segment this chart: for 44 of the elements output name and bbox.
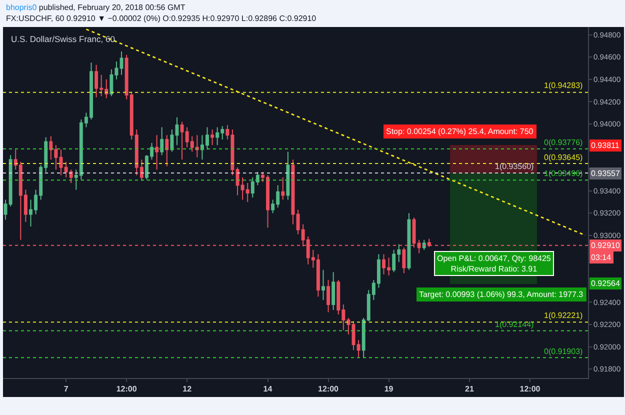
annotation: 0.93811 [591,141,620,150]
ref-line-label: 0(0.93645) [544,153,584,162]
candlestick [210,129,214,146]
candlestick [332,272,336,311]
candlestick [407,212,411,270]
candlestick [175,116,179,146]
x-tick-label: 7 [64,384,69,394]
candlestick [286,151,290,200]
candlestick [165,134,169,167]
x-tick-label: 14 [263,384,273,394]
chart-subtitle: FX:USDCHF, 60 0.92910 ▼ −0.00002 (0%) O:0.92935 H:0.92970 L:0.92896 C:0.92910 [6,14,317,23]
x-tick-label: 12 [182,384,192,394]
candlestick [170,129,174,152]
annotation: Open P&L: 0.00647, Qty: 98425 Risk/Reward Ratio: 3.91 [437,254,552,274]
text: bhopris0 published, February 20, 2018 00:56 GMT [6,3,186,12]
x-tick-label: 19 [384,384,394,394]
band-label: Target: 0.00993 (1.06%) 99.3, Amount: 1977.3 [419,290,584,299]
text: 03:14 [591,253,612,262]
x-tick-label: 12:00 [318,384,340,394]
annotation: 0.93557 [591,169,620,178]
ref-line-label: 1(0.92221) [544,311,584,320]
annotation: 0.92564 [591,279,620,288]
ref-line-label: 1(0.93496) [544,169,584,178]
candlestick [322,269,325,300]
candlestick [59,149,63,176]
x-tick-label: 12:00 [116,384,138,394]
candlestick [155,134,159,170]
candlestick [402,247,406,274]
candlestick [326,279,330,313]
candlestick [356,340,360,358]
ref-line-label: 1(0.94283) [544,81,584,90]
ref-line-label: 1(0.92144) [495,320,534,329]
ref-line-label: 0(0.91903) [544,347,584,356]
x-tick-label: 21 [465,384,474,394]
ref-line-label: 0(0.93776) [544,138,584,147]
candlestick [120,51,124,76]
candlestick [281,176,285,200]
ref-line-label: 0.92910 [591,241,620,250]
band-label: Stop: 0.00254 (0.27%) 25.4, Amount: 750 [386,127,534,136]
x-tick-label: 12:00 [520,384,541,394]
ref-line-label: 1(0.93560) [495,162,534,171]
candlestick [291,159,295,225]
candlestick [160,126,164,156]
text: U.S. Dollar/Swiss Franc, 60 [11,34,116,44]
